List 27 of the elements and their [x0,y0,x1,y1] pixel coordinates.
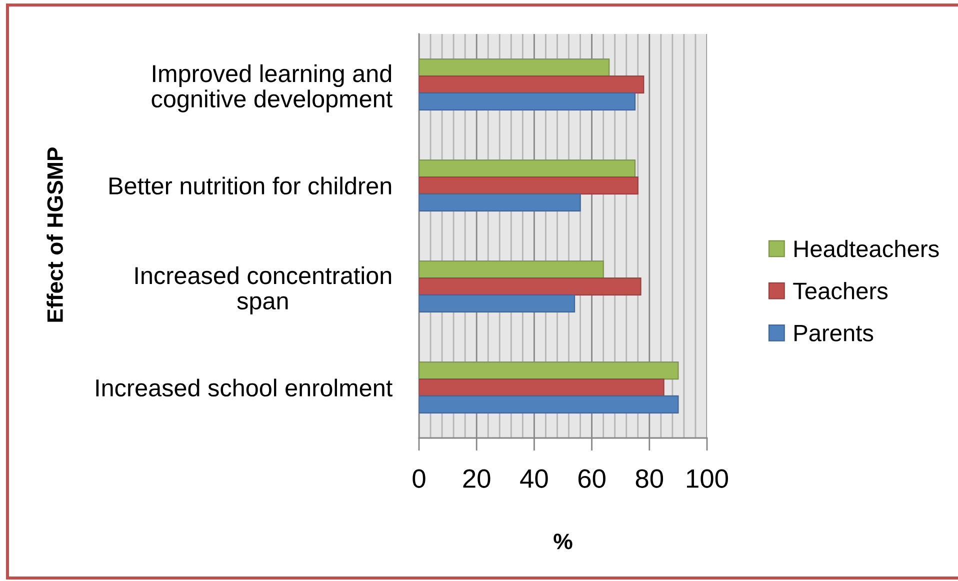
y-tick-label: Better nutrition for children [110,176,392,195]
bar [419,159,636,178]
bar [419,277,642,296]
legend-label: Parents [794,324,874,342]
bar [419,361,679,380]
y-tick-label: Increased school enrolment [96,378,392,397]
bar [419,75,644,94]
x-tick-label: 20 [463,469,490,488]
y-tick-label: Improved learning and cognitive development [152,64,392,112]
legend-label: Headteachers [794,240,939,258]
bar [419,58,610,77]
bar [419,193,581,212]
bar [419,260,604,279]
x-tick-label: 100 [687,469,728,488]
x-tick-label: 60 [578,469,606,488]
x-axis-title: % [554,534,572,550]
x-tick-label: 80 [636,469,664,488]
legend-label: Teachers [793,282,888,300]
y-tick-label: Increased concentration span [135,266,392,314]
bar [419,92,636,111]
x-tick-label: 40 [520,469,548,488]
bar [419,294,576,313]
bar [419,176,638,195]
bar [419,378,664,397]
x-tick-label: 0 [412,469,426,488]
bar [419,395,679,414]
y-axis-title: Effect of HGSMP [46,147,63,322]
